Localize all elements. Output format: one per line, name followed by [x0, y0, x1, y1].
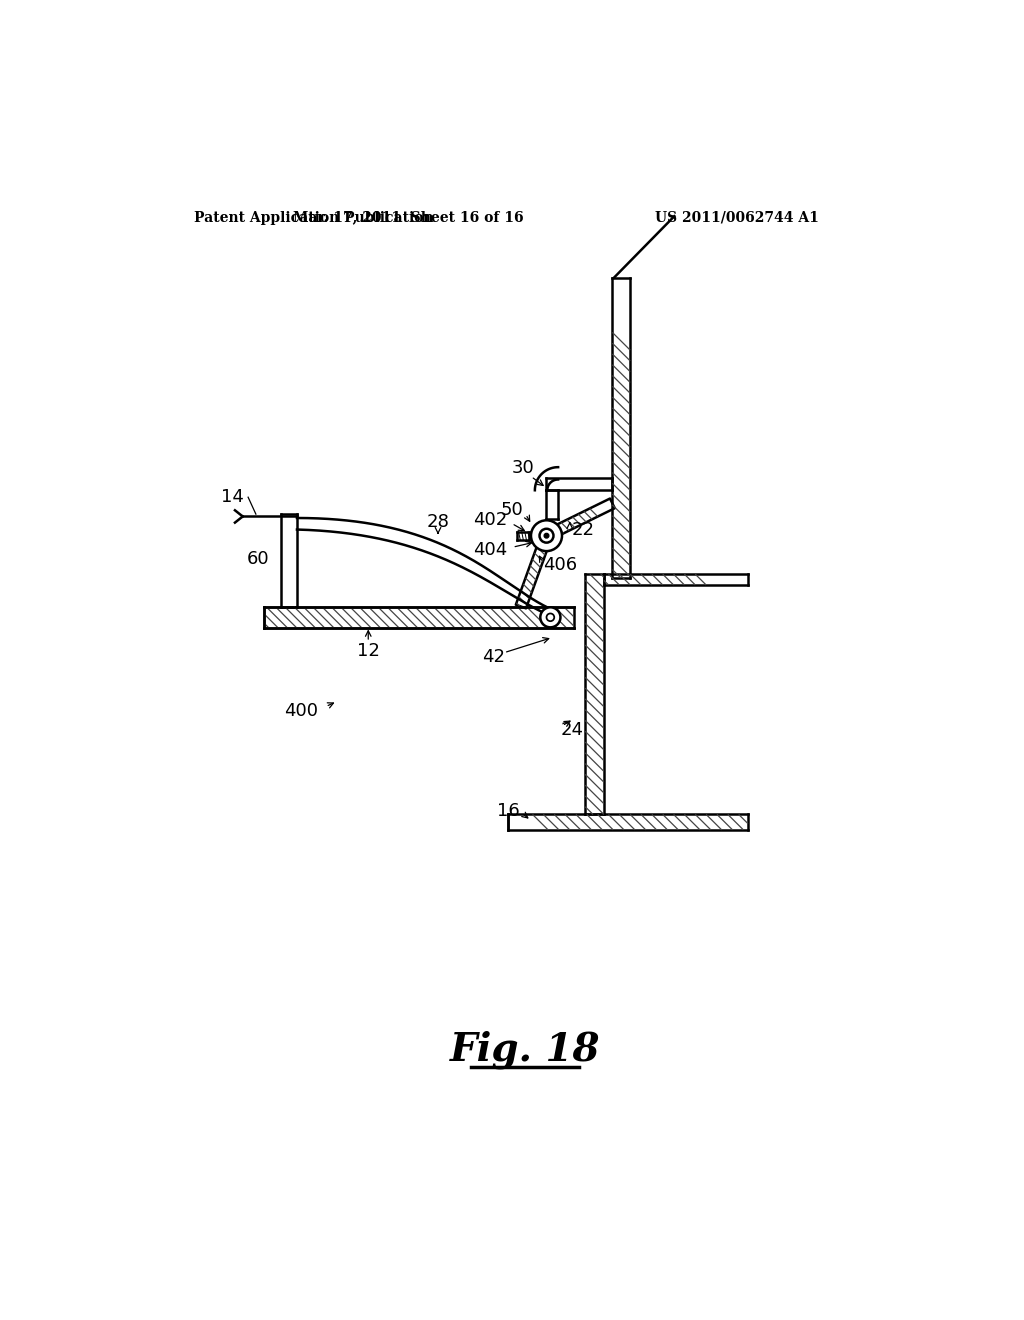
- Text: 14: 14: [221, 488, 245, 506]
- Circle shape: [547, 614, 554, 622]
- Text: 12: 12: [356, 643, 380, 660]
- Text: US 2011/0062744 A1: US 2011/0062744 A1: [655, 211, 819, 224]
- Text: 24: 24: [560, 721, 584, 739]
- Circle shape: [531, 520, 562, 552]
- Text: 30: 30: [512, 459, 535, 477]
- Text: 406: 406: [543, 556, 577, 574]
- Text: Mar. 17, 2011  Sheet 16 of 16: Mar. 17, 2011 Sheet 16 of 16: [293, 211, 524, 224]
- Circle shape: [544, 533, 549, 539]
- Circle shape: [541, 607, 560, 627]
- Text: 22: 22: [571, 520, 594, 539]
- Text: Patent Application Publication: Patent Application Publication: [194, 211, 433, 224]
- Text: 50: 50: [501, 500, 523, 519]
- Text: 400: 400: [284, 702, 317, 721]
- Text: 402: 402: [473, 511, 508, 529]
- Text: 60: 60: [247, 550, 269, 568]
- Circle shape: [540, 529, 554, 543]
- Text: 404: 404: [473, 541, 508, 558]
- Text: 16: 16: [497, 803, 519, 820]
- Text: Fig. 18: Fig. 18: [450, 1031, 600, 1069]
- Text: 28: 28: [427, 513, 450, 531]
- Text: 42: 42: [482, 648, 505, 667]
